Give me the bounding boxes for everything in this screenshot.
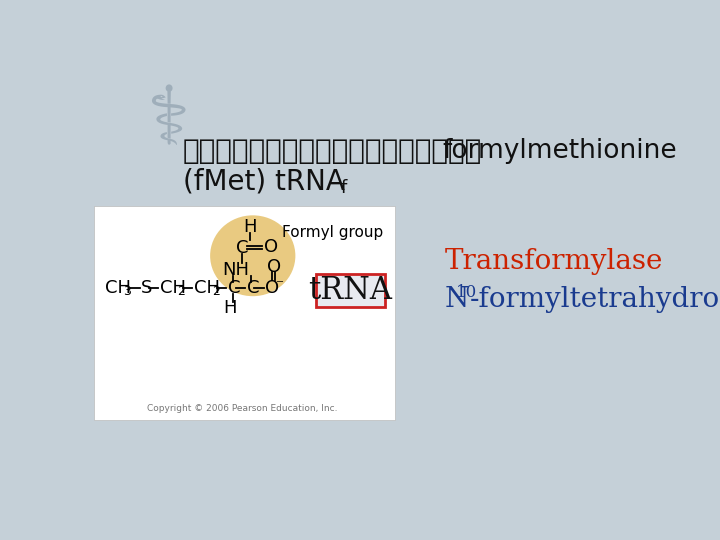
Text: NH: NH: [222, 261, 249, 279]
Text: O: O: [264, 238, 278, 256]
Text: C: C: [235, 239, 248, 257]
Text: H: H: [223, 299, 237, 317]
Text: O: O: [267, 258, 282, 275]
Text: formylmethionine: formylmethionine: [443, 138, 678, 164]
Bar: [316, 274, 384, 307]
Text: Formyl group: Formyl group: [282, 225, 384, 240]
Text: CH: CH: [160, 279, 186, 297]
Text: -formyltetrahydrofolate: -formyltetrahydrofolate: [469, 286, 720, 313]
Text: CH: CH: [194, 279, 220, 297]
Text: C: C: [228, 279, 240, 297]
Text: S: S: [141, 279, 153, 297]
Text: (fMet) tRNA: (fMet) tRNA: [183, 168, 345, 196]
Text: C: C: [246, 279, 259, 297]
Text: 2: 2: [178, 286, 186, 299]
Ellipse shape: [210, 215, 295, 296]
Text: O: O: [265, 279, 279, 297]
Text: tRNA: tRNA: [308, 275, 392, 306]
Text: 2: 2: [212, 286, 220, 299]
Text: f: f: [341, 179, 346, 197]
Text: 3: 3: [123, 286, 131, 299]
Bar: [94, 206, 395, 420]
Text: ⚕: ⚕: [145, 84, 189, 161]
Text: Copyright © 2006 Pearson Education, Inc.: Copyright © 2006 Pearson Education, Inc.: [147, 404, 337, 413]
Text: H: H: [243, 218, 257, 235]
Text: N: N: [445, 286, 469, 313]
Text: Transformylase: Transformylase: [445, 248, 663, 275]
Text: CH: CH: [106, 279, 132, 297]
Text: 10: 10: [456, 284, 477, 301]
Text: ⁻: ⁻: [276, 278, 284, 293]
Text: เรมตนสงเคราะหโดยใช: เรมตนสงเคราะหโดยใช: [183, 137, 482, 165]
